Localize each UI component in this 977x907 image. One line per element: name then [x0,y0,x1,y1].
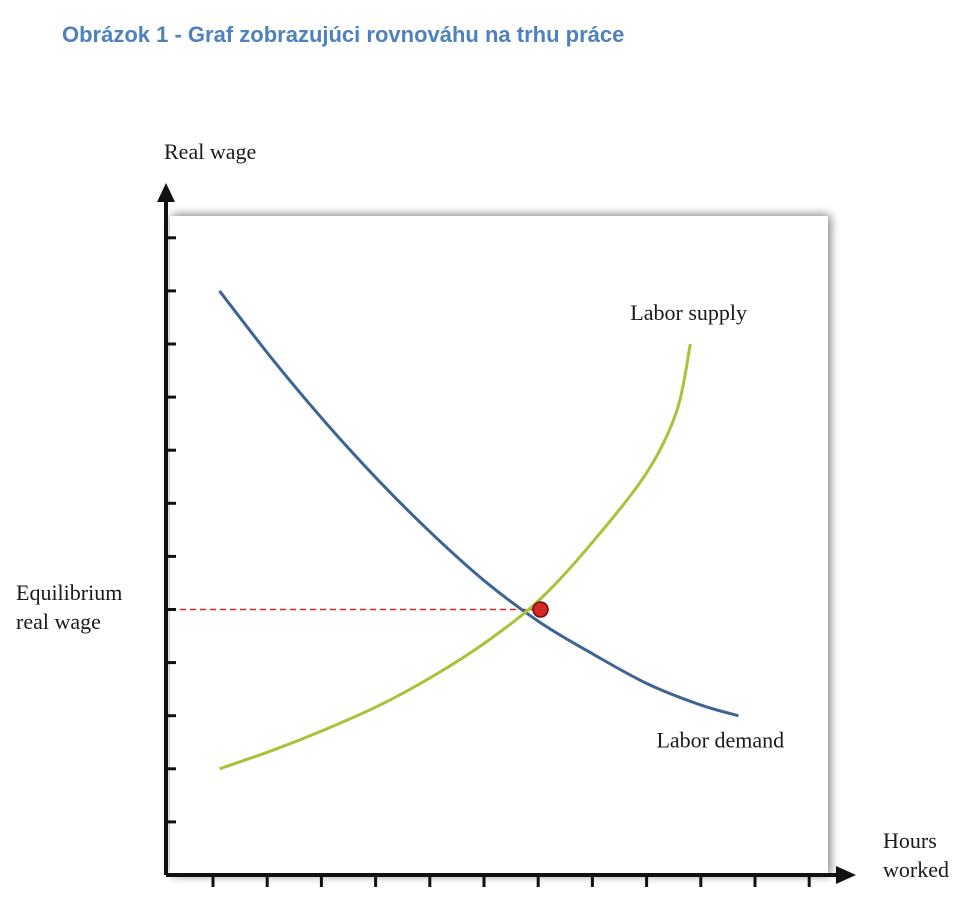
x-axis-label-line1: Hours [883,828,937,853]
x-axis-label: Hours worked [883,826,949,884]
x-axis-arrow [836,866,856,884]
equilibrium-point [532,601,549,618]
labor-supply-curve [219,343,692,771]
figure-caption: Obrázok 1 - Graf zobrazujúci rovnováhu n… [62,22,625,47]
y-axis-arrow [157,183,175,202]
equilibrium-label: Equilibrium real wage [16,578,122,636]
y-axis-label: Real wage [164,139,257,164]
plot-panel [170,216,828,876]
equilibrium-label-line2: real wage [16,609,101,634]
x-axis-label-line2: worked [883,857,949,882]
labor-supply-label: Labor supply [630,300,747,325]
labor-demand-label: Labor demand [656,728,784,753]
equilibrium-label-line1: Equilibrium [16,580,123,605]
labor-demand-curve [218,289,739,718]
